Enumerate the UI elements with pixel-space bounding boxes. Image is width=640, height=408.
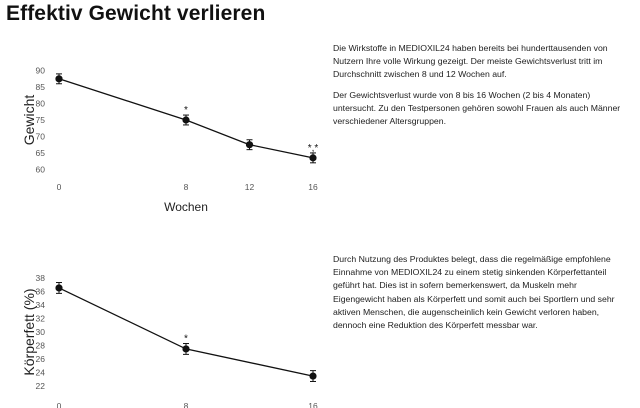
weight-chart: 60 65 70 75 80 85 90 0 8 12 16 Gewicht Wochen * *,* [21,66,319,214]
x-tick-label: 8 [184,401,189,408]
x-axis-label: Wochen [164,200,208,214]
data-point [309,372,317,380]
y-tick-label: 26 [36,354,46,364]
x-tick-label: 8 [184,182,189,192]
y-tick-label: 80 [36,99,46,109]
y-tick-label: 22 [36,381,46,391]
data-point [309,154,317,162]
y-tick-label: 90 [36,66,46,76]
y-tick-label: 75 [36,115,46,125]
y-tick-label: 60 [36,164,46,174]
y-tick-label: 28 [36,341,46,351]
series-line [58,78,314,159]
data-point [182,345,190,353]
y-tick-label: 70 [36,131,46,141]
y-tick-label: 32 [36,313,46,323]
body-fat-description: Durch Nutzung des Produktes belegt, dass… [333,253,625,339]
x-tick-label: 0 [57,182,62,192]
y-tick-label: 36 [36,286,46,296]
series-line [58,287,314,377]
x-tick-label: 12 [245,182,255,192]
data-point [55,75,63,83]
page-title: Effektiv Gewicht verlieren [6,2,266,25]
x-tick-label: 16 [308,182,318,192]
y-tick-label: 65 [36,148,46,158]
data-point [245,141,254,149]
x-tick-label: 16 [308,401,318,408]
y-axis-label: Gewicht [21,95,37,146]
significance-marker: * [184,334,188,345]
y-tick-label: 30 [36,327,46,337]
significance-marker: * [184,105,188,116]
weight-description: Die Wirkstoffe in MEDIOXIL24 haben berei… [333,42,625,135]
body-fat-chart: 22 24 26 28 30 32 34 36 38 0 8 16 Körperfett (%) * [21,273,318,408]
data-point [182,116,190,124]
y-tick-label: 24 [36,368,46,378]
data-point [55,284,63,292]
y-axis-label: Körperfett (%) [21,288,37,375]
y-tick-label: 85 [36,82,46,92]
significance-marker: *,* [308,143,319,154]
body-fat-paragraph-1: Durch Nutzung des Produktes belegt, dass… [333,254,615,331]
y-tick-label: 38 [36,273,46,283]
y-tick-label: 34 [36,300,46,310]
x-tick-label: 0 [57,401,62,408]
weight-paragraph-2: Der Gewichtsverlust wurde von 8 bis 16 W… [333,89,621,127]
weight-paragraph-1: Die Wirkstoffe in MEDIOXIL24 haben berei… [333,43,608,80]
